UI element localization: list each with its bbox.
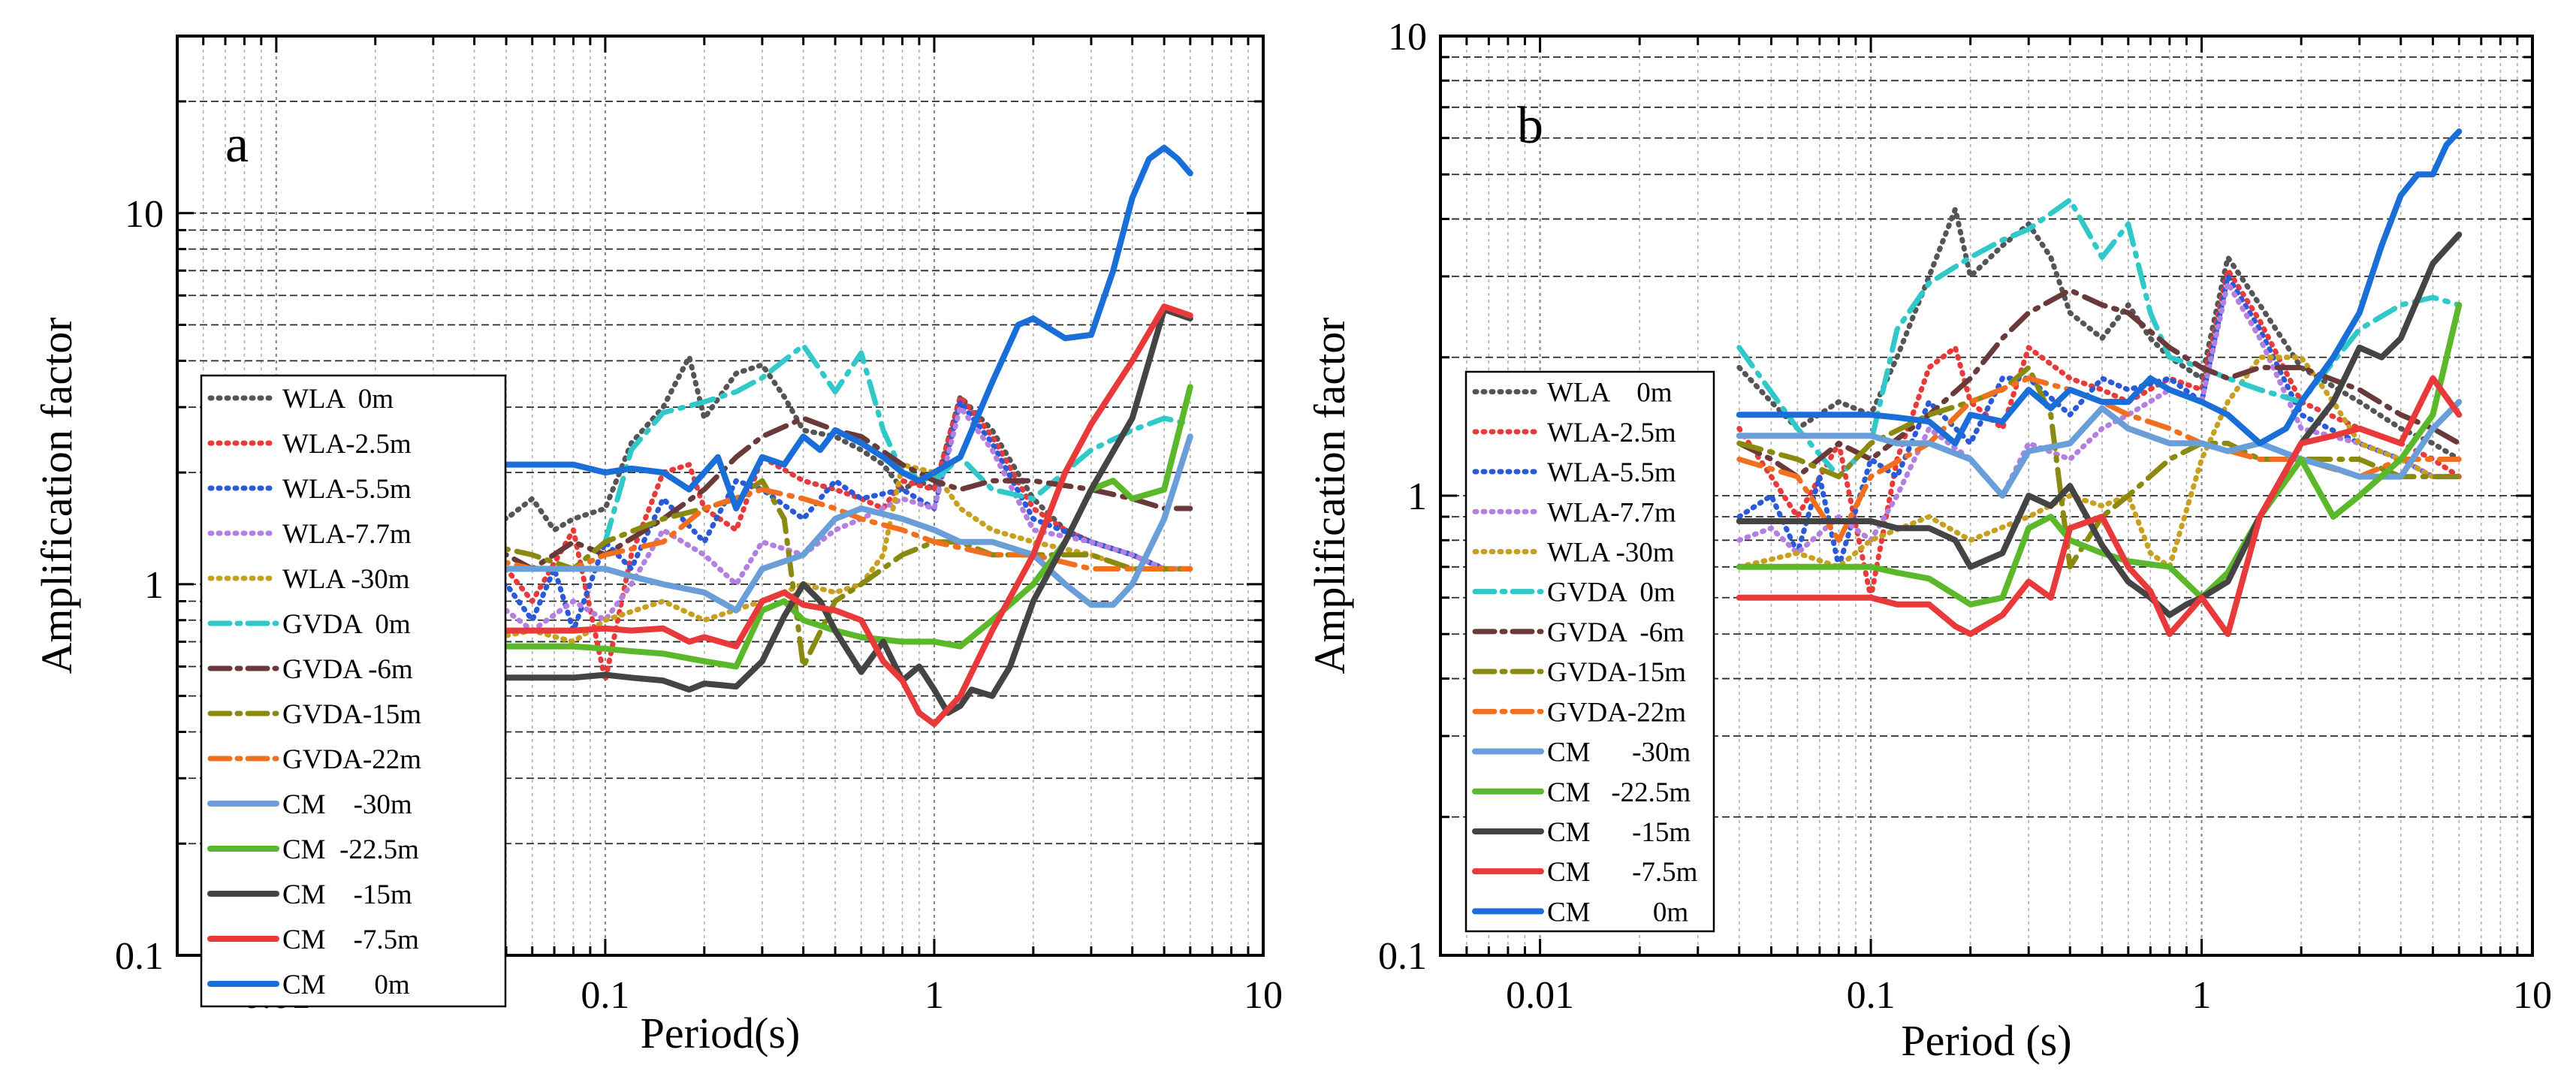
legend-label-cm-30m: CM -30m <box>282 789 412 820</box>
series-line-gvda-15m <box>472 478 1193 669</box>
legend-label-wla-0m: WLA 0m <box>282 384 394 415</box>
chart-panel-b: 0.01 0.1 1 10 0.1 1 10 Period (s) Amplification … <box>1305 16 2552 1065</box>
x-tick-label: 1 <box>925 974 944 1017</box>
legend-label-wla-30m: WLA -30m <box>282 564 410 595</box>
legend-label-cm-22.5m: CM -22.5m <box>1547 777 1691 808</box>
plot-border <box>176 35 1265 957</box>
legend-label-cm-22.5m: CM -22.5m <box>282 834 419 865</box>
legend-label-cm-0m: CM 0m <box>282 970 410 1000</box>
series-line-wla-5.5m <box>472 399 1193 634</box>
x-tick-label: 0.01 <box>1506 974 1574 1017</box>
series-line-wla-7.7m <box>472 404 1193 634</box>
legend-label-cm-7.5m: CM -7.5m <box>282 925 419 955</box>
legend-label-gvda-6m: GVDA -6m <box>1547 617 1685 648</box>
legend-label-wla-5.5m: WLA-5.5m <box>282 474 412 505</box>
series-line-cm-0m <box>471 144 1193 512</box>
y-tick-label: 0.1 <box>115 935 164 978</box>
legend: WLA 0m WLA-2.5m WLA-5.5m WLA-7.7m WLA -30m GV… <box>200 374 507 1008</box>
y-tick-label: 0.1 <box>1378 935 1427 978</box>
y-tick-label: 10 <box>1388 16 1427 59</box>
legend-label-wla-2.5m: WLA-2.5m <box>282 429 412 460</box>
series-line-wla-30m <box>472 462 1193 644</box>
y-tick-label: 1 <box>1407 475 1427 518</box>
legend-label-gvda-0m: GVDA 0m <box>282 609 411 640</box>
legend-label-wla-0m: WLA 0m <box>1547 378 1673 409</box>
x-tick-label: 1 <box>2192 974 2212 1017</box>
series-group <box>471 144 1193 728</box>
y-axis-title: Amplification factor <box>1305 317 1354 674</box>
series-line-cm-7.5m <box>1736 375 2463 638</box>
legend-label-wla-2.5m: WLA-2.5m <box>1547 418 1676 448</box>
series-line-wla-5.5m <box>1736 273 2462 570</box>
legend-label-cm-30m: CM -30m <box>1547 738 1691 768</box>
legend-label-gvda-22m: GVDA-22m <box>282 744 421 775</box>
axes-frame <box>1439 35 2534 957</box>
series-line-gvda-0m <box>602 342 1193 545</box>
y-tick-label: 1 <box>144 564 164 607</box>
panel-label: b <box>1517 97 1543 155</box>
series-line-cm-7.5m <box>471 303 1193 728</box>
legend-label-gvda-22m: GVDA-22m <box>1547 697 1686 728</box>
legend-label-gvda-15m: GVDA-15m <box>1547 657 1686 688</box>
legend-box <box>200 374 507 1008</box>
panel-label: a <box>225 116 249 173</box>
legend-label-cm-0m: CM 0m <box>1547 897 1688 928</box>
x-axis-title: Period (s) <box>1901 1016 2071 1065</box>
legend-label-wla-30m: WLA -30m <box>1547 537 1675 568</box>
legend-label-gvda-15m: GVDA-15m <box>282 699 421 730</box>
y-tick-label: 10 <box>125 193 164 236</box>
x-tick-label: 0.1 <box>581 974 629 1017</box>
series-group <box>1736 128 2463 638</box>
y-axis-title: Amplification factor <box>32 317 81 674</box>
legend-label-gvda-0m: GVDA 0m <box>1547 578 1676 608</box>
legend-label-cm-15m: CM -15m <box>1547 817 1691 848</box>
series-line-cm-22.5m <box>1736 302 2463 608</box>
legend-label-gvda-6m: GVDA -6m <box>282 654 413 685</box>
axes-frame <box>176 35 1265 957</box>
legend-label-cm-15m: CM -15m <box>282 879 412 910</box>
legend-label-wla-5.5m: WLA-5.5m <box>1547 457 1676 488</box>
series-line-cm-30m <box>1736 399 2463 499</box>
series-line-gvda-15m <box>1736 364 2462 570</box>
legend-label-cm-7.5m: CM -7.5m <box>1547 857 1698 888</box>
series-line-cm-0m <box>1736 128 2463 447</box>
series-line-cm-30m <box>471 433 1193 614</box>
x-axis-title: Period(s) <box>641 1009 801 1057</box>
series-line-cm-15m <box>1736 231 2463 618</box>
legend-label-wla-7.7m: WLA-7.7m <box>1547 497 1676 528</box>
x-tick-label: 0.1 <box>1847 974 1896 1017</box>
legend-box <box>1464 370 1715 933</box>
series-line-cm-15m <box>471 306 1193 716</box>
legend-label-wla-7.7m: WLA-7.7m <box>282 519 412 550</box>
x-tick-label: 10 <box>1244 974 1283 1017</box>
legend: WLA 0m WLA-2.5m WLA-5.5m WLA-7.7m WLA -30m GV… <box>1464 370 1715 933</box>
x-tick-label: 10 <box>2513 974 2552 1017</box>
